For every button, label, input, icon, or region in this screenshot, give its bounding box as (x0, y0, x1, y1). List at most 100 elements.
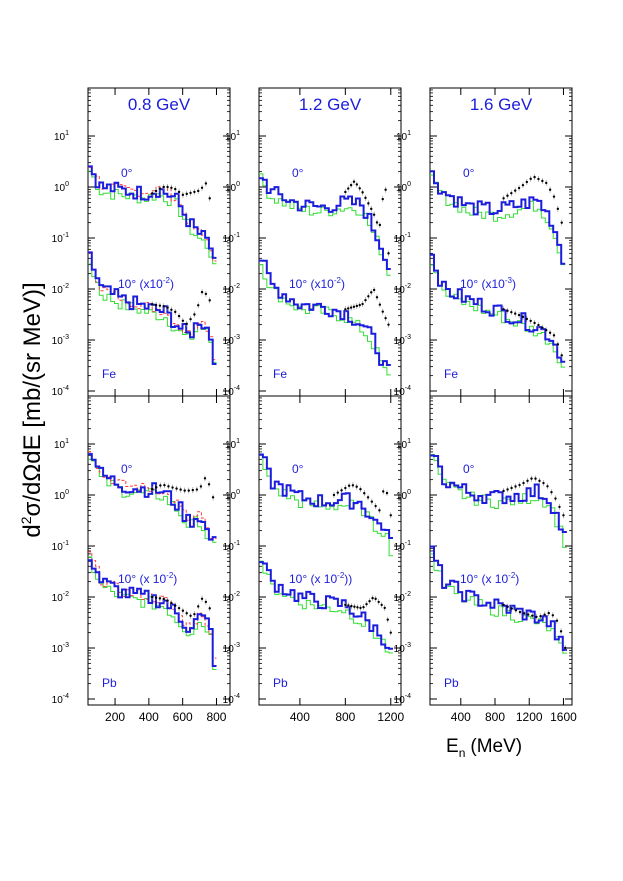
experiment-point-0deg (366, 496, 370, 499)
experiment-point-10deg (177, 314, 181, 318)
y-tick-label: 10-2 (52, 283, 69, 296)
experiment-point-0deg (211, 496, 215, 499)
y-tick-label: 10-2 (394, 283, 411, 296)
y-tick-exponent: -4 (405, 693, 411, 700)
y-tick-label: 100 (54, 489, 69, 502)
experiment-point-10deg (533, 321, 536, 325)
experiment-point-0deg (361, 191, 364, 194)
angle-label-tail: ) (173, 572, 177, 586)
y-tick-exponent: -4 (234, 385, 240, 392)
experiment-point-0deg (191, 488, 195, 492)
experiment-point-0deg (381, 197, 384, 201)
experiment-point-10deg (181, 319, 185, 322)
experiment-point-0deg (359, 487, 362, 491)
x-tick-label: 1200 (516, 710, 543, 724)
experiment-point-10deg (197, 304, 200, 307)
experiment-point-0deg (538, 479, 541, 483)
y-tick-exponent: 1 (236, 130, 240, 137)
y-tick-exponent: -2 (234, 591, 240, 598)
panel-frame (429, 87, 573, 397)
experiment-point-10deg (529, 319, 532, 323)
experiment-point-0deg (537, 177, 540, 181)
y-tick-exponent: -2 (63, 591, 69, 598)
experiment-point-0deg (162, 185, 165, 189)
angle-label-10deg: 10° (x10-2) (289, 276, 345, 291)
experiment-point-10deg (384, 316, 387, 320)
green-histogram-0deg (88, 458, 217, 543)
experiment-point-0deg (558, 505, 561, 509)
experiment-point-10deg (355, 304, 359, 308)
angle-label-0deg: 0° (121, 166, 133, 180)
y-tick-label: 10-1 (223, 540, 240, 553)
experiment-point-0deg (533, 175, 536, 179)
experiment-point-0deg (351, 484, 355, 487)
experiment-point-0deg (385, 491, 389, 495)
experiment-point-10deg (535, 615, 538, 619)
experiment-point-0deg (352, 180, 356, 183)
experiment-point-0deg (546, 485, 549, 488)
experiment-point-10deg (556, 343, 560, 346)
experiment-point-0deg (207, 483, 211, 486)
experiment-point-0deg (370, 207, 373, 211)
experiment-point-0deg (506, 194, 509, 197)
experiment-point-0deg (158, 187, 162, 190)
experiment-point-0deg (174, 187, 177, 191)
experiment-point-10deg (170, 601, 173, 605)
blue-histogram-0deg (88, 165, 217, 259)
experiment-point-10deg (352, 305, 356, 308)
y-tick-label: 101 (225, 130, 240, 143)
experiment-point-0deg (514, 189, 517, 192)
y-tick-exponent: 0 (407, 181, 411, 188)
y-tick-exponent: -1 (234, 232, 240, 239)
experiment-point-0deg (521, 183, 525, 187)
experiment-point-10deg (506, 309, 509, 312)
y-tick-label: 101 (54, 438, 69, 451)
experiment-point-10deg (552, 334, 556, 337)
experiment-point-10deg (559, 630, 563, 633)
y-tick-label: 10-1 (52, 232, 69, 245)
y-tick-exponent: -1 (405, 232, 411, 239)
y-tick-label: 100 (225, 489, 240, 502)
y-tick-exponent: -1 (63, 540, 69, 547)
experiment-point-10deg (525, 317, 529, 321)
experiment-point-0deg (541, 179, 544, 183)
experiment-point-10deg (353, 605, 356, 608)
experiment-point-10deg (510, 310, 513, 314)
experiment-point-10deg (547, 611, 550, 615)
experiment-point-0deg (514, 485, 517, 488)
experiment-point-10deg (200, 597, 204, 601)
experiment-point-0deg (355, 183, 359, 186)
experiment-point-0deg (344, 486, 347, 490)
experiment-point-10deg (514, 609, 518, 612)
experiment-point-10deg (527, 613, 530, 616)
experiment-point-0deg (560, 221, 563, 224)
experiment-point-0deg (332, 493, 336, 497)
experiment-point-0deg (364, 196, 367, 200)
y-tick-label: 10-3 (52, 334, 69, 347)
experiment-point-10deg (502, 603, 505, 607)
angle-label-exponent: -2 (337, 571, 345, 580)
experiment-point-10deg (362, 605, 365, 609)
experiment-point-10deg (387, 323, 390, 326)
y-tick-exponent: 0 (407, 489, 411, 496)
y-tick-exponent: -4 (63, 693, 69, 700)
experiment-point-10deg (518, 610, 522, 614)
experiment-point-10deg (539, 615, 542, 618)
x-tick-label: 400 (139, 710, 159, 724)
experiment-point-10deg (386, 618, 389, 621)
experiment-point-0deg (367, 202, 370, 205)
experiment-point-0deg (340, 489, 343, 492)
y-tick-exponent: -3 (63, 334, 69, 341)
x-tick-label: 1200 (377, 710, 404, 724)
experiment-point-0deg (159, 484, 162, 487)
experiment-point-0deg (175, 487, 178, 490)
experiment-point-10deg (545, 329, 548, 332)
y-tick-label: 10-2 (52, 591, 69, 604)
blue-histogram-0deg (259, 453, 393, 539)
experiment-point-10deg (371, 596, 374, 600)
experiment-point-10deg (208, 607, 211, 610)
experiment-point-0deg (375, 221, 379, 224)
experiment-point-0deg (530, 477, 533, 480)
experiment-point-10deg (181, 609, 185, 612)
